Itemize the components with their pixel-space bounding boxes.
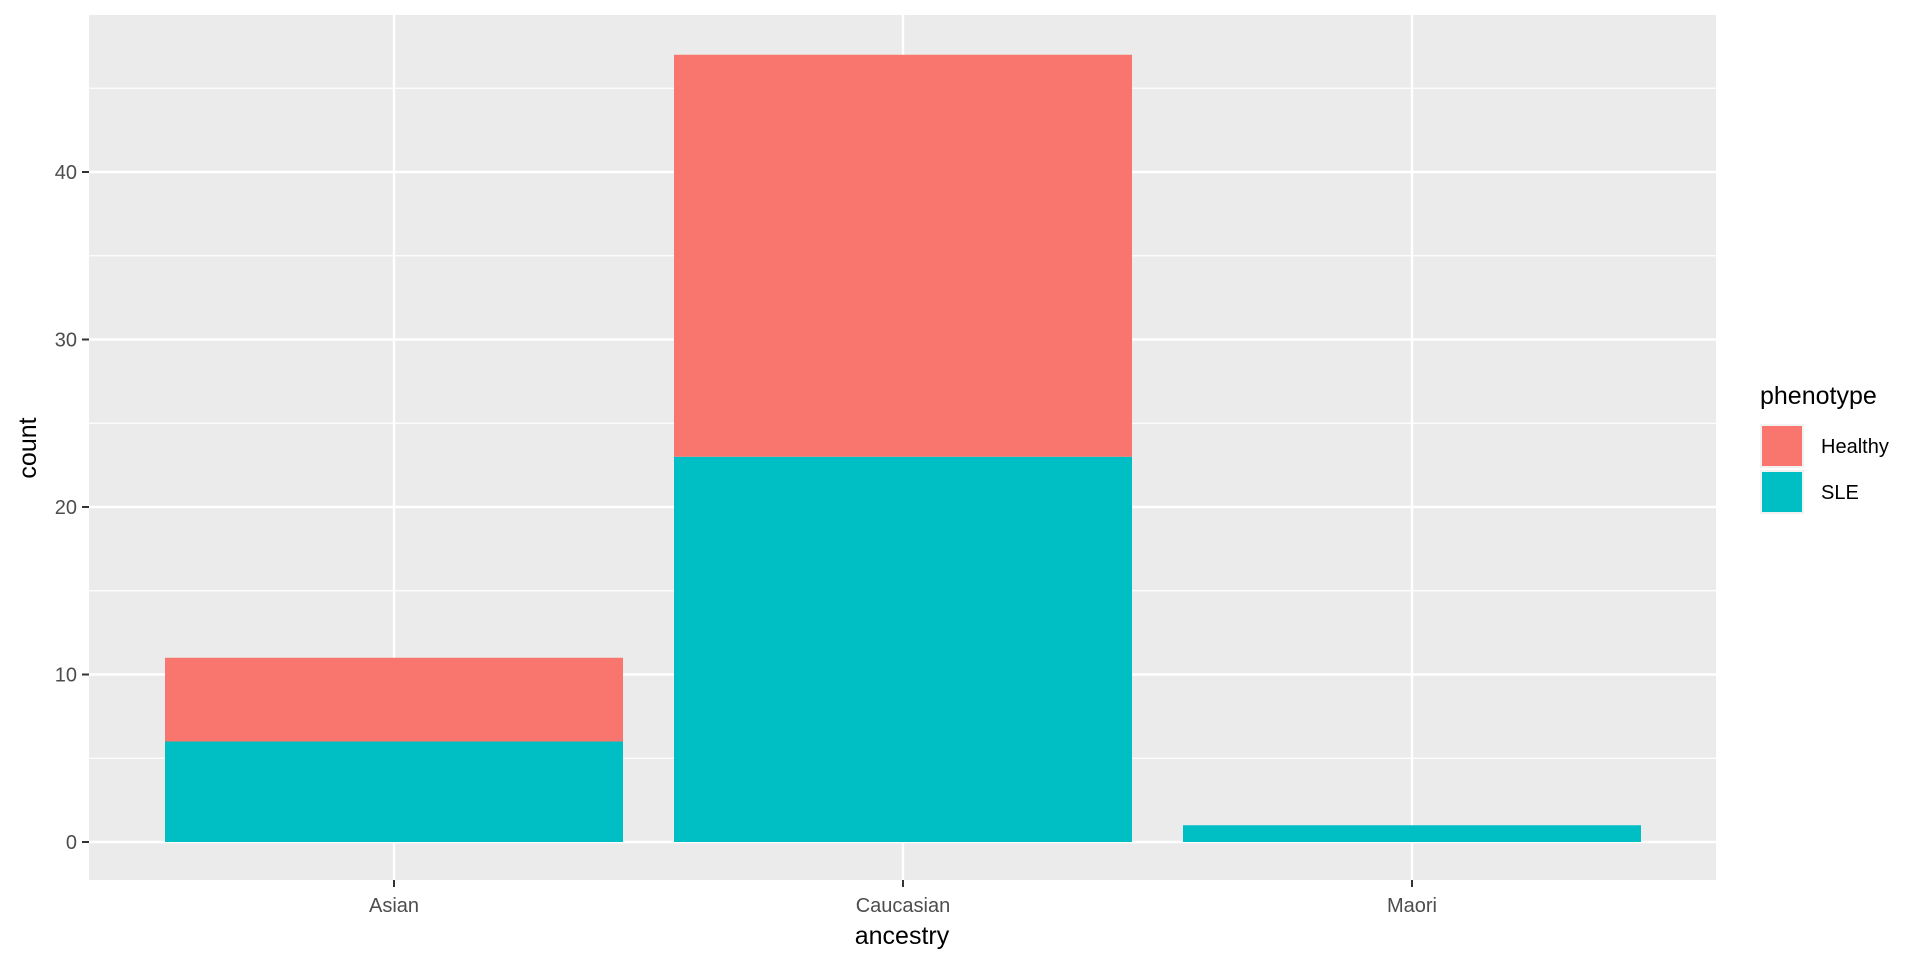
y-tick-label: 10 [55,665,77,687]
bars-layer [165,54,1641,842]
legend-label-sle: SLE [1821,482,1859,504]
legend-swatch-healthy [1762,426,1802,466]
x-axis-title: ancestry [855,922,950,950]
bar-sle-asian [165,741,623,842]
bar-healthy-caucasian [674,54,1132,457]
legend: phenotype Healthy SLE [1760,382,1889,514]
y-tick-label: 40 [55,162,77,184]
y-tick-label: 0 [66,832,77,854]
x-tick-label: Asian [369,895,419,917]
legend-label-healthy: Healthy [1821,436,1889,458]
legend-items: Healthy SLE [1760,424,1889,514]
bar-healthy-asian [165,657,623,742]
x-axis: Asian Caucasian Maori [369,880,1437,917]
y-axis: 0 10 20 30 40 [55,162,89,854]
x-tick-label: Caucasian [856,895,951,917]
bar-sle-caucasian [674,456,1132,842]
legend-swatch-sle [1762,472,1802,512]
x-tick-label: Maori [1387,895,1437,917]
y-axis-title: count [14,417,42,478]
legend-title: phenotype [1760,382,1877,410]
y-tick-label: 30 [55,330,77,352]
bar-sle-maori [1183,825,1641,842]
y-tick-label: 20 [55,497,77,519]
